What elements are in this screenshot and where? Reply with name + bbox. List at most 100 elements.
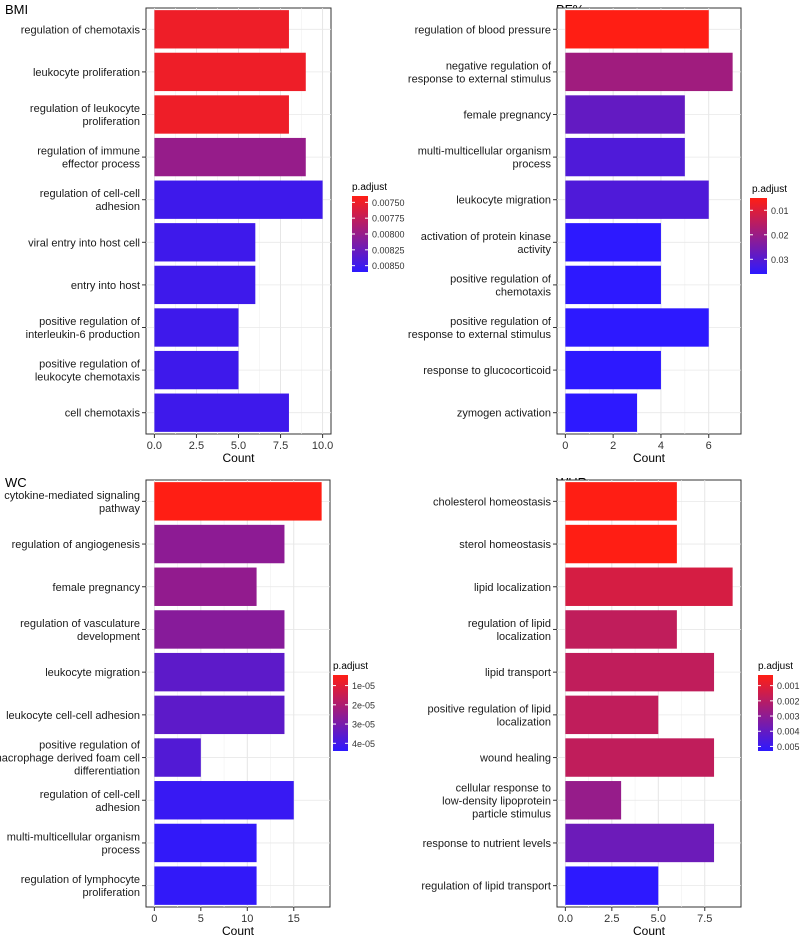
category-label: positive regulation of lipid localization (427, 703, 551, 728)
x-axis-label: Count (633, 451, 666, 465)
category-label: cell chemotaxis (65, 408, 141, 420)
bar (565, 52, 733, 92)
category-label-line: multi-multicellular organism (7, 831, 140, 843)
bar (565, 10, 709, 49)
category-label: regulation of lipid localization (468, 618, 551, 643)
category-label-line: cholesterol homeostasis (433, 496, 552, 508)
category-label-line: sterol homeostasis (459, 539, 551, 551)
legend-colorbar (750, 198, 767, 274)
category-label-line: activity (517, 244, 551, 256)
category-label: activation of protein kinase activity (421, 231, 552, 256)
bar (154, 524, 285, 564)
category-label-line: leukocyte migration (456, 195, 551, 207)
legend-tick-label: 2e-05 (352, 700, 375, 710)
category-label-line: regulation of lipid (468, 618, 551, 630)
x-tick-label: 10.0 (312, 440, 333, 452)
bar (565, 350, 661, 390)
bar (565, 180, 709, 219)
bar (565, 695, 659, 735)
category-label: regulation of blood pressure (415, 24, 551, 36)
bar (154, 652, 285, 692)
category-label: regulation of chemotaxis (21, 24, 141, 36)
category-label-line: entry into host (71, 280, 140, 292)
x-tick-label: 5 (198, 913, 204, 925)
category-label: positive regulation of response to extern… (408, 316, 552, 341)
category-label-line: response to glucocorticoid (423, 365, 551, 377)
category-label: negative regulation of response to extern… (408, 60, 552, 85)
category-label-line: multi-multicellular organism (418, 146, 551, 158)
x-tick-label: 0 (151, 913, 157, 925)
legend-tick-label: 3e-05 (352, 720, 375, 730)
legend-colorbar (333, 675, 348, 751)
legend-tick-label: 0.00800 (372, 230, 405, 240)
bar (565, 610, 677, 649)
panel-title: BMI (5, 2, 28, 17)
category-label-line: adhesion (95, 802, 140, 814)
category-label-line: female pregnancy (464, 110, 552, 122)
bar (154, 823, 257, 863)
category-label-line: localization (497, 716, 551, 728)
category-label-line: female pregnancy (53, 582, 141, 594)
category-label-line: positive regulation of (39, 316, 141, 328)
bar (565, 524, 677, 564)
category-label: positive regulation of chemotaxis (450, 273, 552, 298)
x-tick-label: 4 (658, 440, 664, 452)
category-label-line: viral entry into host cell (28, 237, 140, 249)
category-label-line: regulation of angiogenesis (12, 539, 141, 551)
category-label-line: leukocyte proliferation (33, 67, 140, 79)
category-label-line: macrophage derived foam cell (0, 753, 140, 765)
bar (565, 137, 685, 177)
category-label: regulation of lipid transport (421, 881, 551, 893)
category-label-line: zymogen activation (457, 408, 551, 420)
bar (565, 652, 715, 692)
category-label-line: positive regulation of (450, 316, 552, 328)
legend-tick-label: 4e-05 (352, 739, 375, 749)
legend-title: p.adjust (352, 182, 387, 193)
panel-bmi: BMI regulation of chemotaxis leukocyte pro… (5, 2, 405, 465)
x-axis-label: Count (222, 924, 255, 938)
bar (565, 308, 709, 347)
legend-tick-label: 0.001 (777, 681, 800, 691)
category-label-line: differentiation (74, 766, 140, 778)
bar (154, 10, 289, 49)
category-label: cellular response to low-density lipoprot… (442, 782, 551, 820)
bar (154, 265, 256, 305)
legend-tick-label: 0.004 (777, 727, 800, 737)
category-label: leukocyte migration (45, 667, 140, 679)
category-label: multi-multicellular organism process (7, 831, 141, 856)
category-label: viral entry into host cell (28, 237, 140, 249)
category-label-line: cellular response to (456, 782, 551, 794)
legend-tick-label: 0.002 (777, 696, 800, 706)
legend-title: p.adjust (758, 661, 793, 672)
category-label-line: positive regulation of lipid (427, 703, 551, 715)
panel-bfpct: BF%regulation of blood pressurenegative … (408, 2, 789, 465)
category-label-line: process (512, 159, 551, 171)
bar (565, 223, 661, 262)
category-label: leukocyte cell-cell adhesion (6, 710, 140, 722)
category-label: leukocyte proliferation (33, 67, 140, 79)
category-label-line: leukocyte cell-cell adhesion (6, 710, 140, 722)
legend-tick-label: 0.00750 (372, 198, 405, 208)
legend-tick-label: 0.00825 (372, 245, 405, 255)
bar (565, 738, 715, 777)
category-label-line: regulation of leukocyte (30, 103, 140, 115)
bar (565, 823, 715, 863)
category-label-line: lipid transport (485, 667, 551, 679)
bar (565, 567, 733, 606)
category-label-line: development (77, 631, 140, 643)
category-label: sterol homeostasis (459, 539, 551, 551)
category-label-line: regulation of lipid transport (421, 881, 551, 893)
category-label-line: effector process (62, 159, 141, 171)
category-label: regulation of lymphocyte proliferation (21, 874, 140, 899)
category-label-line: interleukin-6 production (26, 329, 140, 341)
category-label: response to nutrient levels (423, 838, 552, 850)
category-label: cytokine-mediated signaling pathway (4, 490, 140, 515)
legend-tick-label: 0.00850 (372, 261, 405, 271)
category-label-line: response to external stimulus (408, 73, 552, 85)
bar (565, 781, 622, 820)
category-label: positive regulation of interleukin-6 prod… (26, 316, 141, 341)
category-label-line: adhesion (95, 201, 140, 213)
x-tick-label: 6 (706, 440, 712, 452)
legend-tick-label: 0.00775 (372, 214, 405, 224)
